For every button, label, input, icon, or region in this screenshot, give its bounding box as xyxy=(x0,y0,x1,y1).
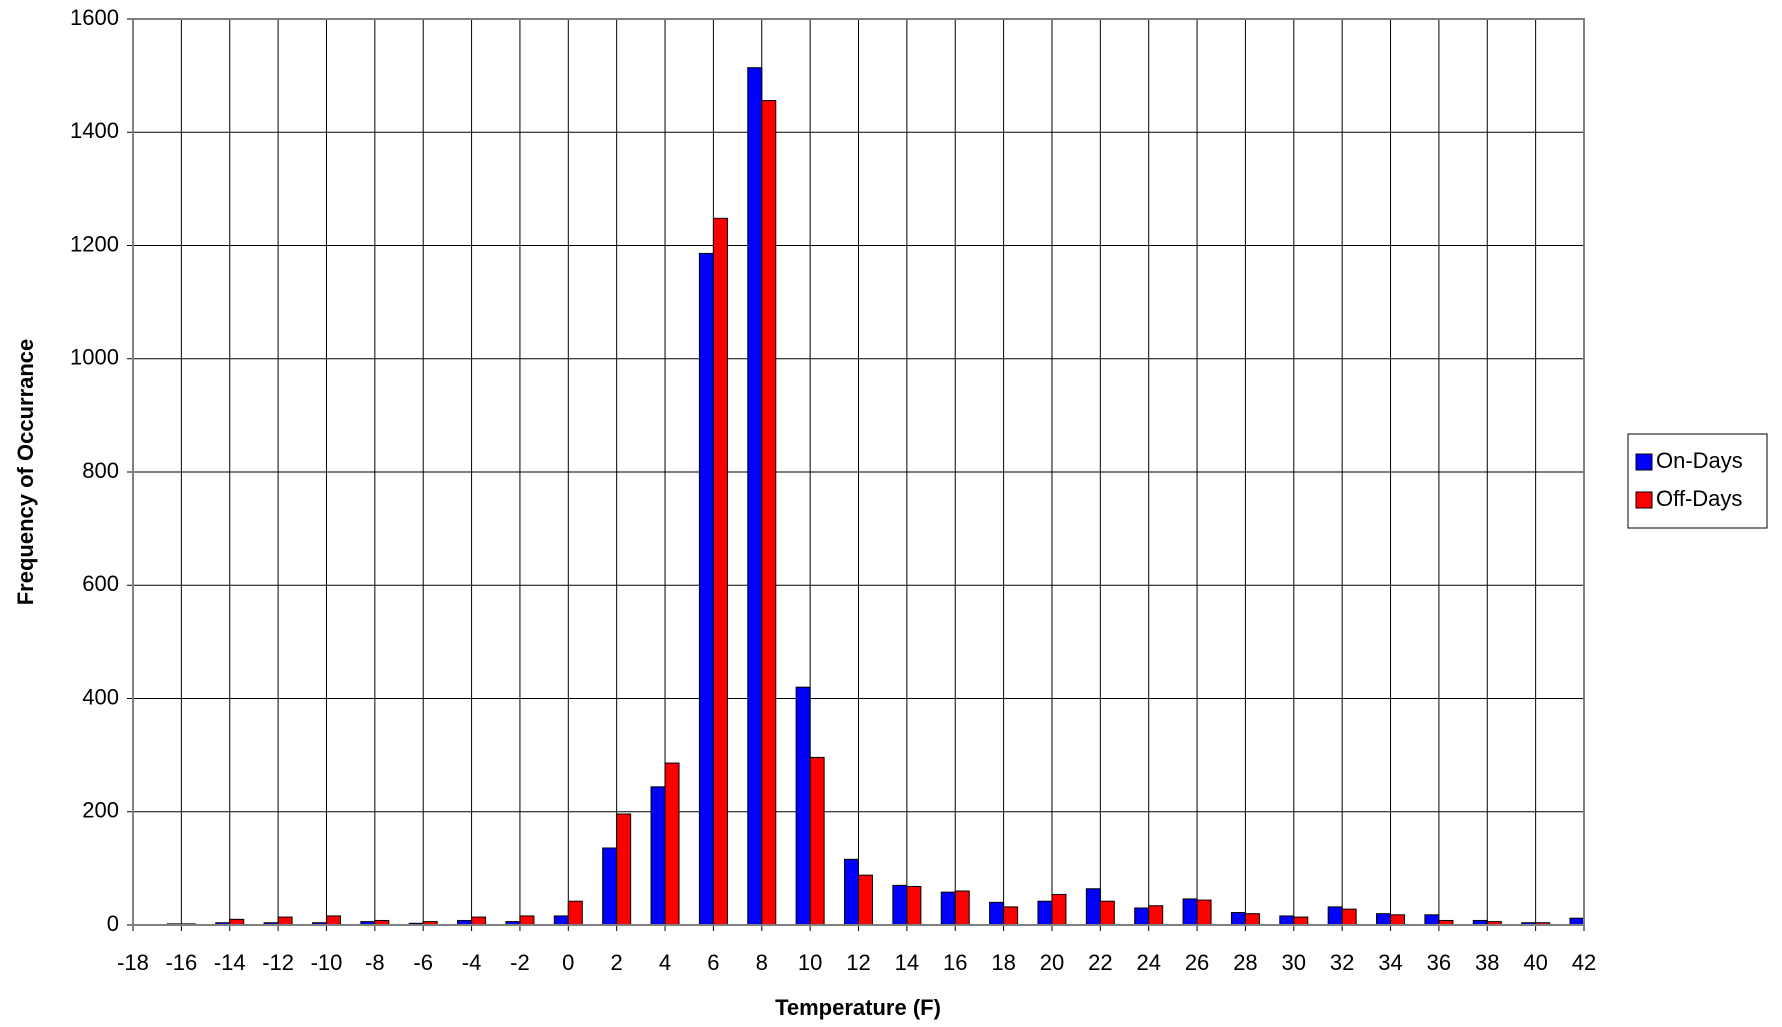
x-tick-label: 10 xyxy=(798,950,822,975)
x-tick-label: 42 xyxy=(1572,950,1596,975)
x-tick-label: 38 xyxy=(1475,950,1499,975)
bar xyxy=(1196,899,1212,925)
y-tick-label: 200 xyxy=(82,798,119,823)
bar xyxy=(1293,916,1309,925)
bar xyxy=(712,217,728,925)
bar xyxy=(664,762,680,925)
x-tick-label: -2 xyxy=(510,950,530,975)
bar xyxy=(1376,913,1392,925)
bar xyxy=(892,884,908,925)
bar xyxy=(1244,913,1260,925)
x-tick-label: -14 xyxy=(214,950,246,975)
bar xyxy=(1003,906,1019,925)
bar xyxy=(698,252,714,925)
x-tick-label: 40 xyxy=(1523,950,1547,975)
x-tick-label: 20 xyxy=(1040,950,1064,975)
bar xyxy=(277,916,293,925)
bar xyxy=(1279,915,1295,925)
y-tick-label: 1400 xyxy=(70,118,119,143)
x-tick-label: 12 xyxy=(846,950,870,975)
bar xyxy=(858,874,873,925)
bar xyxy=(616,813,632,925)
bar xyxy=(1037,900,1053,925)
x-tick-label: -16 xyxy=(165,950,197,975)
bar xyxy=(1424,914,1440,925)
legend-swatch xyxy=(1635,453,1653,471)
x-tick-label: 32 xyxy=(1330,950,1354,975)
bars xyxy=(166,67,1584,925)
x-tick-label: -18 xyxy=(117,950,149,975)
y-tick-label: 600 xyxy=(82,571,119,596)
y-tick-label: 1600 xyxy=(70,5,119,30)
y-tick-label: 400 xyxy=(82,684,119,709)
x-tick-label: -8 xyxy=(365,950,385,975)
y-tick-label: 1000 xyxy=(70,345,119,370)
bar xyxy=(1583,921,1584,925)
x-tick-label: 36 xyxy=(1427,950,1451,975)
x-tick-label: 16 xyxy=(943,950,967,975)
bar xyxy=(1182,898,1198,925)
bar xyxy=(906,885,922,925)
bar xyxy=(809,756,825,925)
bar xyxy=(1327,906,1343,925)
x-tick-label: 24 xyxy=(1136,950,1160,975)
bar xyxy=(519,915,535,925)
x-tick-label: -10 xyxy=(311,950,343,975)
bar xyxy=(1390,914,1406,925)
bar xyxy=(325,915,341,925)
bar xyxy=(471,916,487,925)
x-tick-label: 22 xyxy=(1088,950,1112,975)
x-tick-label: 0 xyxy=(562,950,574,975)
x-tick-label: 34 xyxy=(1378,950,1402,975)
y-tick-label: 800 xyxy=(82,458,119,483)
bar xyxy=(1134,907,1150,925)
x-axis-label: Temperature (F) xyxy=(775,995,941,1020)
x-tick-label: 4 xyxy=(659,950,671,975)
y-axis-label: Frequency of Occurrance xyxy=(13,339,38,606)
x-tick-label: 8 xyxy=(756,950,768,975)
x-tick-label: -6 xyxy=(413,950,433,975)
bar xyxy=(989,901,1005,925)
bar xyxy=(650,786,666,925)
x-tick-label: 30 xyxy=(1282,950,1306,975)
bar xyxy=(567,900,583,925)
bar xyxy=(229,918,245,925)
bar xyxy=(1341,908,1357,925)
y-tick-label: 0 xyxy=(107,911,119,936)
bar xyxy=(602,847,618,925)
bar xyxy=(795,686,811,925)
y-tick-label: 1200 xyxy=(70,231,119,256)
bar xyxy=(1099,900,1115,925)
bar xyxy=(1085,888,1101,925)
legend-swatch xyxy=(1635,491,1653,509)
x-tick-label: 26 xyxy=(1185,950,1209,975)
legend-box xyxy=(1627,433,1768,529)
x-tick-label: 2 xyxy=(611,950,623,975)
legend-label: On-Days xyxy=(1656,448,1743,473)
bar xyxy=(844,858,859,925)
x-tick-label: 28 xyxy=(1233,950,1257,975)
bar xyxy=(553,915,569,925)
bar xyxy=(1148,905,1164,925)
bar xyxy=(761,100,777,925)
x-tick-label: -4 xyxy=(462,950,482,975)
x-tick-label: 6 xyxy=(707,950,719,975)
plot-frame xyxy=(132,18,1585,926)
x-tick-label: 18 xyxy=(991,950,1015,975)
x-tick-label: 14 xyxy=(895,950,919,975)
bar xyxy=(1569,917,1584,925)
bar xyxy=(747,67,763,925)
bar xyxy=(940,891,956,925)
bar xyxy=(954,890,970,925)
bar xyxy=(1230,912,1246,925)
legend-label: Off-Days xyxy=(1656,486,1742,511)
bar xyxy=(1051,893,1067,925)
x-tick-label: -12 xyxy=(262,950,294,975)
